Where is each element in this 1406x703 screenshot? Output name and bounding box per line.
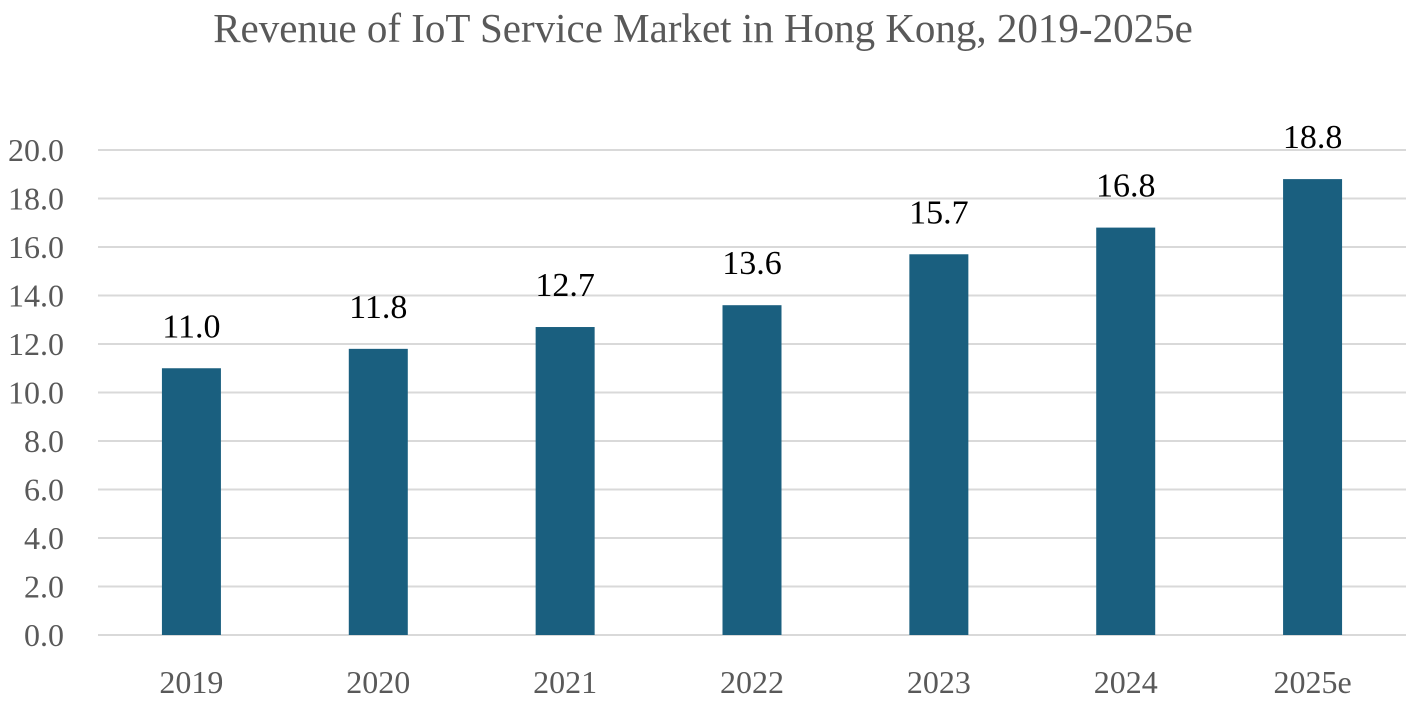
- y-tick-label: 12.0: [8, 326, 64, 362]
- y-axis-ticks: 0.0 2.0 4.0 6.0 8.0 10.0 12.0 14.0 16.0 18.0 20.0: [8, 132, 64, 653]
- x-tick-label: 2022: [720, 664, 784, 700]
- y-tick-label: 2.0: [24, 569, 64, 605]
- x-tick-label: 2020: [346, 664, 410, 700]
- y-tick-label: 16.0: [8, 229, 64, 265]
- y-tick-label: 0.0: [24, 617, 64, 653]
- bar-2019: [161, 368, 221, 635]
- y-tick-label: 6.0: [24, 472, 64, 508]
- bar-2020: [348, 348, 408, 635]
- bar-2023: [909, 254, 969, 635]
- x-tick-label: 2019: [159, 664, 223, 700]
- data-label: 16.8: [1096, 168, 1156, 205]
- data-label: 15.7: [909, 194, 969, 231]
- x-tick-label: 2023: [907, 664, 971, 700]
- data-label: 12.7: [535, 267, 595, 304]
- y-tick-label: 8.0: [24, 423, 64, 459]
- data-labels: 11.0 11.8 12.7 13.6 15.7 16.8 18.8: [162, 119, 1342, 345]
- data-label: 11.0: [162, 308, 220, 345]
- bar-2024: [1096, 227, 1156, 635]
- chart-title: Revenue of IoT Service Market in Hong Ko…: [213, 5, 1193, 51]
- data-label: 11.8: [349, 289, 407, 326]
- x-tick-label: 2021: [533, 664, 597, 700]
- y-tick-label: 14.0: [8, 278, 64, 314]
- x-tick-label: 2025e: [1273, 664, 1351, 700]
- y-tick-label: 4.0: [24, 520, 64, 556]
- y-tick-label: 20.0: [8, 132, 64, 168]
- bar-2021: [535, 327, 595, 635]
- data-label: 13.6: [722, 245, 782, 282]
- y-tick-label: 10.0: [8, 375, 64, 411]
- bars: [161, 179, 1343, 635]
- y-tick-label: 18.0: [8, 181, 64, 217]
- x-axis-ticks: 2019 2020 2021 2022 2023 2024 2025e: [159, 664, 1351, 700]
- bar-2022: [722, 305, 782, 635]
- bar-2025e: [1283, 179, 1343, 635]
- x-tick-label: 2024: [1094, 664, 1158, 700]
- data-label: 18.8: [1283, 119, 1343, 156]
